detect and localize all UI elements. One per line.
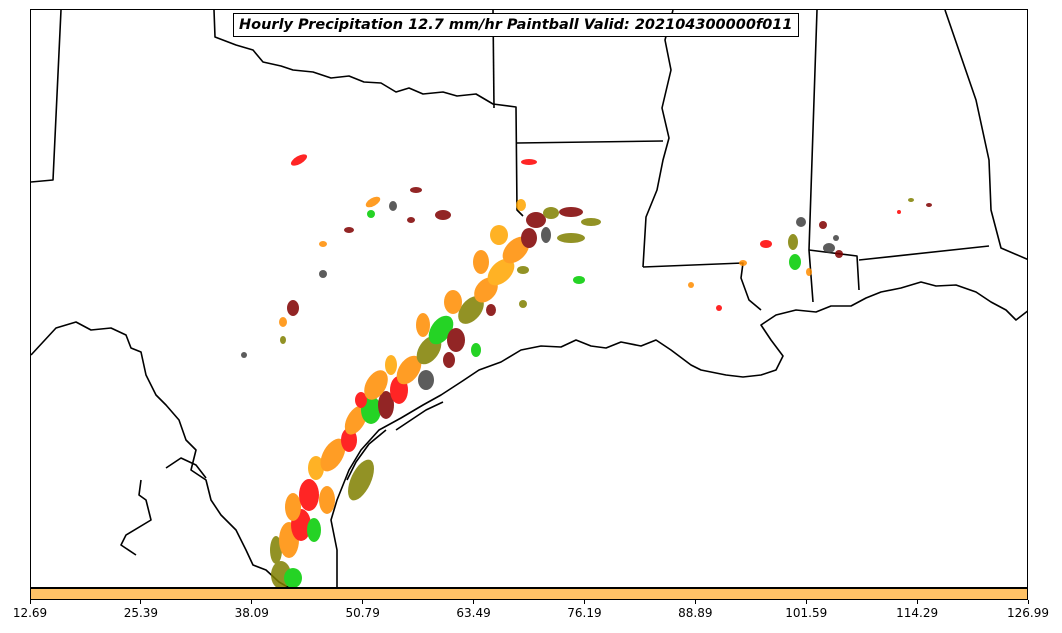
colorbar-tick-label: 50.79 <box>345 606 380 620</box>
state-boundaries <box>31 10 1027 311</box>
colorbar-tick-label: 101.59 <box>785 606 828 620</box>
colorbar-tick-mark <box>916 600 918 604</box>
colorbar-tick-mark <box>29 600 31 604</box>
precipitation-paintballs <box>241 154 932 587</box>
colorbar-tick-mark <box>694 600 696 604</box>
colorbar-tick-mark <box>140 600 142 604</box>
colorbar-tick-label: 25.39 <box>123 606 159 620</box>
colorbar-tick-mark <box>251 600 253 604</box>
colorbar-tick-mark <box>473 600 475 604</box>
colorbar-tick-label: 12.69 <box>12 606 48 620</box>
colorbar-tick-mark <box>805 600 807 604</box>
map-title: Hourly Precipitation 12.7 mm/hr Paintbal… <box>233 13 799 37</box>
colorbar-tick-label: 126.99 <box>1007 606 1049 620</box>
coastline <box>31 281 1027 587</box>
colorbar-tick-mark <box>362 600 364 604</box>
colorbar-tick-mark <box>1027 600 1029 604</box>
map-panel <box>30 9 1028 588</box>
colorbar-tick-label: 38.09 <box>234 606 269 620</box>
colorbar-tick-label: 63.49 <box>456 606 491 620</box>
map-svg <box>31 10 1027 587</box>
colorbar-tick-label: 114.29 <box>896 606 939 620</box>
colorbar-tick-mark <box>583 600 585 604</box>
colorbar-tick-label: 76.19 <box>567 606 602 620</box>
colorbar-tick-label: 88.89 <box>678 606 713 620</box>
colorbar <box>30 588 1028 600</box>
